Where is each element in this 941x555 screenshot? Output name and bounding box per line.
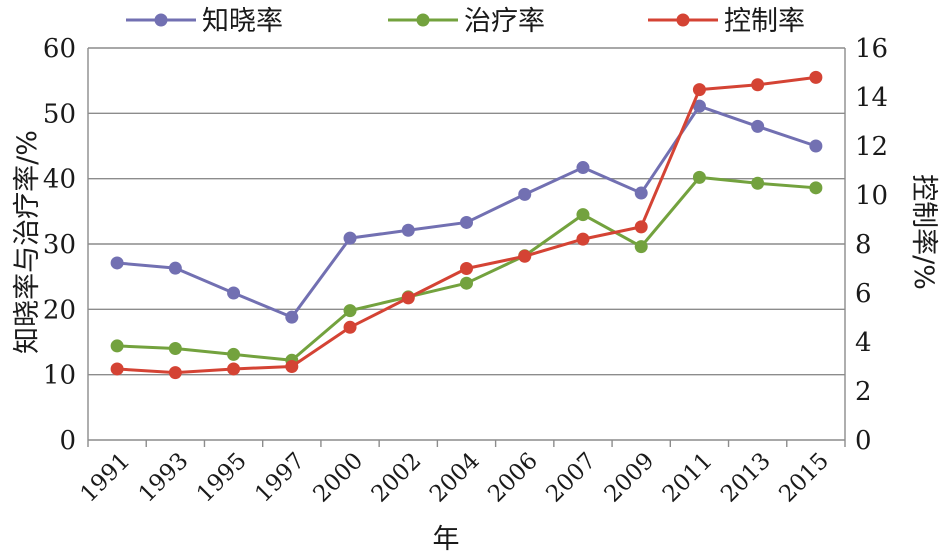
legend-marker-2 bbox=[676, 13, 690, 27]
legend-label-0: 知晓率 bbox=[202, 6, 283, 37]
x-axis-title: 年 bbox=[433, 524, 460, 555]
series-1-point bbox=[809, 181, 823, 195]
series-2-point bbox=[518, 249, 532, 263]
y-tick-label: 30 bbox=[43, 230, 76, 260]
series-0-point bbox=[401, 223, 415, 237]
series-1-point bbox=[634, 240, 648, 254]
grid-lines bbox=[88, 47, 845, 376]
series-0-point bbox=[518, 187, 532, 201]
series-0-point bbox=[809, 139, 823, 153]
series-1-point bbox=[110, 339, 124, 353]
series-2-point bbox=[285, 360, 299, 373]
y2-tick-label: 12 bbox=[855, 132, 888, 162]
series-0-point bbox=[168, 261, 182, 275]
x-tick-label: 1995 bbox=[192, 448, 252, 508]
series-2-point bbox=[809, 70, 823, 84]
series-1-point bbox=[751, 176, 765, 190]
series-1-point bbox=[576, 208, 590, 222]
x-tick-label: 1997 bbox=[250, 448, 310, 508]
y2-axis-title: 控制率/% bbox=[908, 174, 939, 290]
y2-tick-label: 14 bbox=[855, 83, 888, 113]
y-axis-title: 知晓率与治疗率/% bbox=[12, 130, 43, 354]
x-tick-label: 2011 bbox=[658, 448, 718, 508]
y2-tick-label: 4 bbox=[855, 328, 872, 358]
axes bbox=[87, 48, 846, 447]
series-0-point bbox=[634, 186, 648, 200]
y-tick-label: 20 bbox=[43, 295, 76, 325]
y2-tick-label: 2 bbox=[855, 377, 872, 407]
y2-tick-label: 6 bbox=[855, 279, 872, 309]
right-axis-ticks: 0 2 4 6 8 10 12 14 16 bbox=[855, 34, 888, 456]
x-tick-label: 2006 bbox=[483, 448, 543, 508]
left-axis-ticks: 0 10 20 30 40 50 60 bbox=[43, 34, 76, 456]
series-2-point bbox=[634, 220, 648, 234]
series-2-point bbox=[110, 362, 124, 376]
series-2-point bbox=[751, 78, 765, 92]
legend-marker-0 bbox=[154, 13, 168, 27]
series-2-point bbox=[576, 232, 590, 246]
series-0-point bbox=[692, 99, 706, 113]
series-group bbox=[110, 70, 823, 380]
series-0-point bbox=[751, 119, 765, 133]
y2-tick-label: 0 bbox=[855, 426, 872, 456]
series-0-point bbox=[285, 310, 299, 324]
y2-tick-label: 10 bbox=[855, 181, 888, 211]
series-2-point bbox=[460, 262, 473, 275]
x-tick-label: 2009 bbox=[600, 448, 660, 508]
x-tick-label: 2002 bbox=[367, 448, 427, 508]
y-tick-label: 0 bbox=[59, 426, 76, 456]
series-2-point bbox=[343, 320, 357, 334]
series-1-point bbox=[168, 342, 182, 356]
series-2-point bbox=[227, 362, 241, 376]
x-tick-label: 2007 bbox=[541, 448, 601, 508]
legend-marker-1 bbox=[416, 13, 430, 27]
legend: 知晓率 治疗率 控制率 bbox=[126, 6, 805, 37]
legend-label-1: 治疗率 bbox=[464, 6, 545, 37]
y2-tick-label: 16 bbox=[855, 34, 888, 64]
series-1-point bbox=[343, 304, 357, 318]
y2-tick-label: 8 bbox=[855, 230, 872, 260]
series-0-point bbox=[460, 215, 473, 229]
x-tick-label: 1991 bbox=[76, 448, 136, 508]
y-tick-label: 60 bbox=[43, 34, 76, 64]
series-1-point bbox=[692, 170, 706, 184]
x-axis-ticks: 1991199319951997200020022004200620072009… bbox=[76, 448, 835, 508]
x-tick-label: 2004 bbox=[425, 448, 485, 508]
x-tick-label: 1993 bbox=[134, 448, 194, 508]
y-tick-label: 50 bbox=[43, 99, 76, 129]
y-tick-label: 40 bbox=[43, 165, 76, 195]
series-2-point bbox=[692, 83, 706, 97]
series-0-point bbox=[227, 286, 241, 300]
series-1-point bbox=[460, 276, 473, 290]
series-1-point bbox=[227, 347, 241, 361]
x-tick-label: 2013 bbox=[716, 448, 776, 508]
series-0-point bbox=[343, 231, 357, 245]
y-tick-label: 10 bbox=[43, 361, 76, 391]
series-0-point bbox=[576, 161, 590, 175]
x-tick-label: 2000 bbox=[308, 448, 368, 508]
series-0-point bbox=[110, 256, 124, 270]
x-tick-label: 2015 bbox=[774, 448, 834, 508]
series-2-point bbox=[168, 366, 182, 380]
legend-label-2: 控制率 bbox=[724, 6, 805, 37]
series-2-point bbox=[401, 291, 415, 305]
